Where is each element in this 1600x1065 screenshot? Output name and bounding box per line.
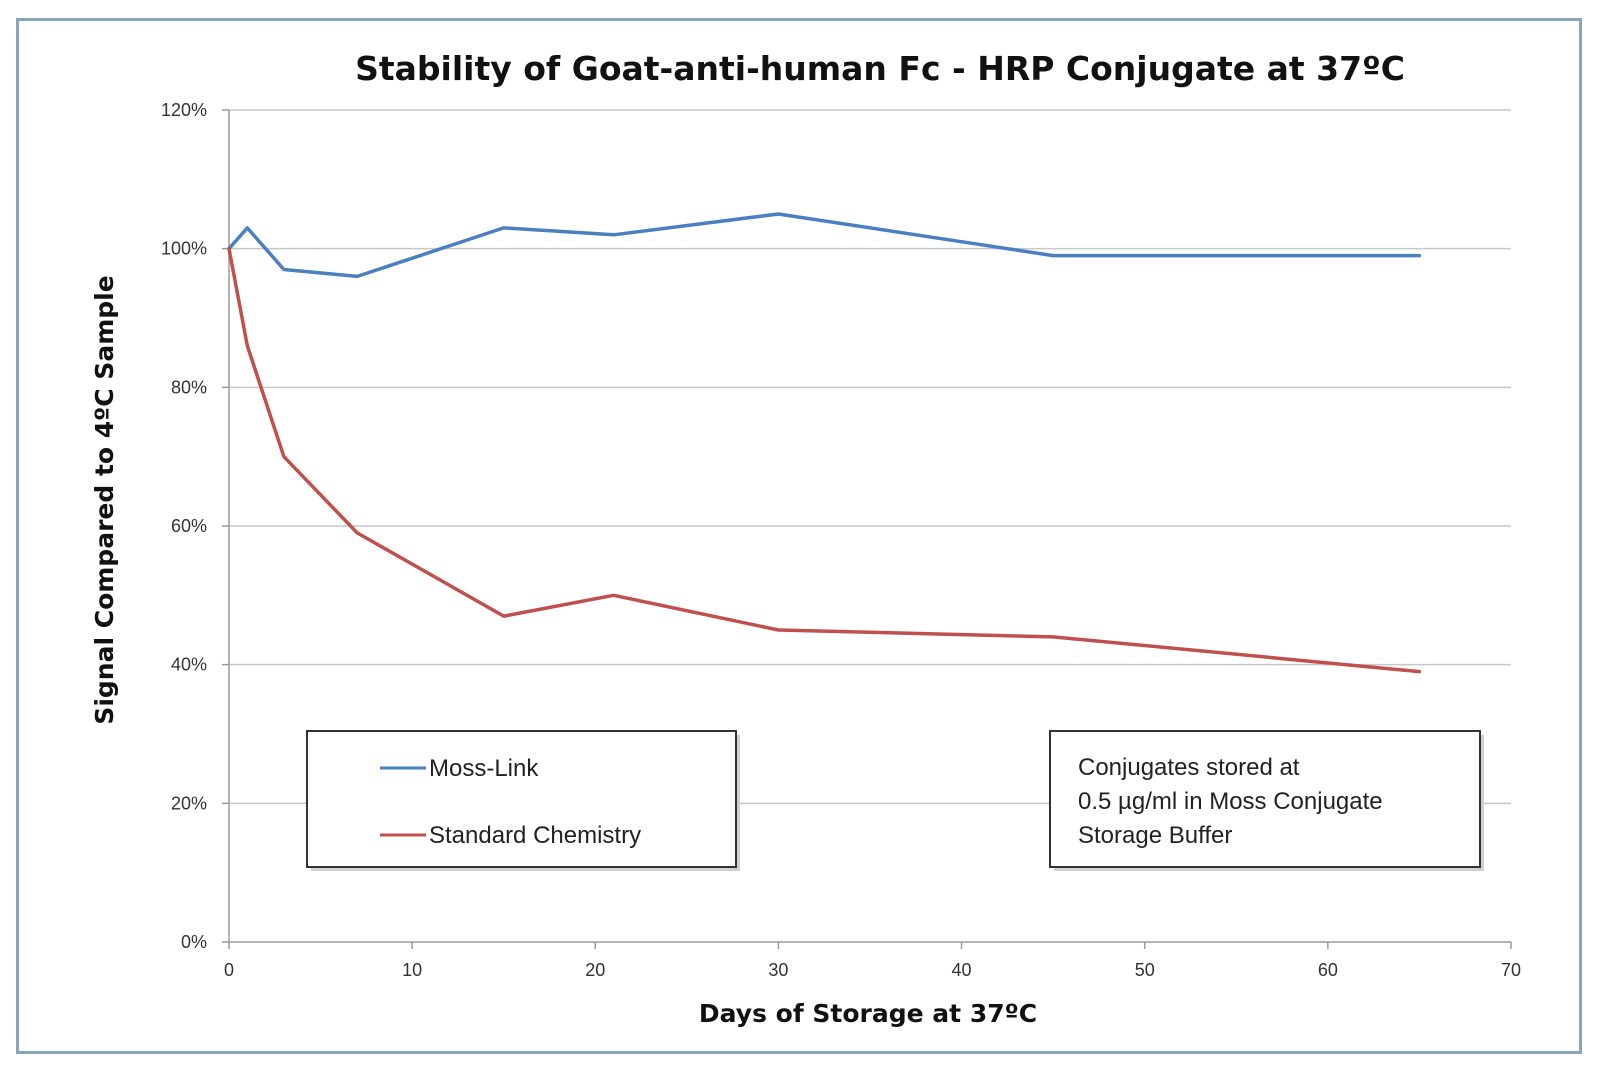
y-tick-label-4: 80% <box>171 377 207 397</box>
y-tick-label-0: 0% <box>181 932 207 952</box>
y-tick-label-6: 120% <box>161 100 207 120</box>
x-tick-label-4: 40 <box>952 960 972 980</box>
series-line-moss-link <box>227 212 1422 279</box>
x-tick-label-3: 30 <box>768 960 788 980</box>
legend-label-standard-chemistry: Standard Chemistry <box>429 822 641 849</box>
y-tick-label-2: 40% <box>171 655 207 675</box>
annotation-line-1: Conjugates stored at <box>1078 754 1300 781</box>
series-line-standard-chemistry <box>227 246 1422 674</box>
y-tick-label-3: 60% <box>171 516 207 536</box>
x-tick-label-5: 50 <box>1135 960 1155 980</box>
tick-labels: 0% 20% 40% 60% 80% 100% 120% 0 10 20 30 40 50 60 70 <box>161 100 1521 980</box>
annotation-frame <box>1049 730 1481 868</box>
annotation-line-2: 0.5 µg/ml in Moss Conjugate <box>1078 788 1383 815</box>
legend-box <box>306 730 737 868</box>
chart-title: Stability of Goat-anti-human Fc - HRP Co… <box>355 49 1405 88</box>
chart-frame <box>16 18 1582 1054</box>
x-tick-label-7: 70 <box>1501 960 1521 980</box>
legend-label-moss-link: Moss-Link <box>429 755 539 782</box>
series-lines <box>227 212 1422 674</box>
x-tick-label-6: 60 <box>1318 960 1338 980</box>
legend: Moss-Link Standard Chemistry <box>306 730 740 871</box>
y-tick-label-5: 100% <box>161 239 207 259</box>
x-axis-title: Days of Storage at 37ºC <box>699 999 1037 1028</box>
y-tick-label-1: 20% <box>171 793 207 813</box>
x-tick-label-2: 20 <box>585 960 605 980</box>
x-tick-label-1: 10 <box>402 960 422 980</box>
gridlines <box>229 109 1511 805</box>
y-axis-title: Signal Compared to 4ºC Sample <box>90 275 119 724</box>
x-tick-label-0: 0 <box>224 960 234 980</box>
annotation-line-3: Storage Buffer <box>1078 822 1232 849</box>
annotation-box: Conjugates stored at 0.5 µg/ml in Moss C… <box>1049 730 1484 871</box>
